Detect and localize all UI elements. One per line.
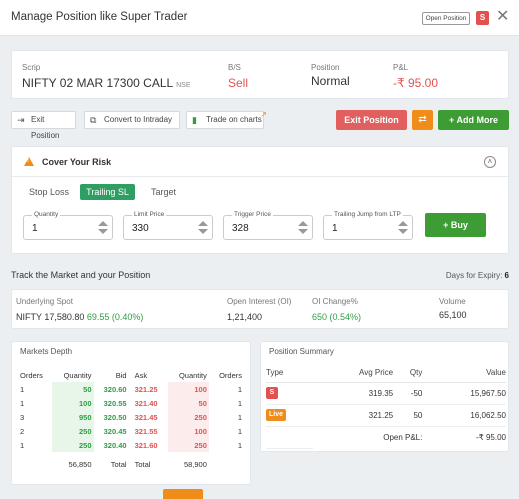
stepper-icon[interactable] xyxy=(198,221,208,235)
convert-icon: ⧉ xyxy=(90,115,97,125)
depth-table: Orders Quantity Bid Ask Quantity Orders … xyxy=(18,368,246,472)
chart-icon: ▮ xyxy=(192,115,197,125)
divider xyxy=(12,176,508,177)
oi-change-value: 650 (0.54%) xyxy=(312,312,362,322)
trigger-price-field[interactable]: Trigger Price 328 xyxy=(223,211,313,240)
scrip-value: NIFTY 02 MAR 17300 CALL NSE xyxy=(22,76,191,90)
position-summary-panel: Position Summary Type Avg Price Qty Valu… xyxy=(260,341,509,452)
open-position-button[interactable]: Open Position xyxy=(422,12,470,25)
exit-position-link-button[interactable]: ⇥ Exit Position xyxy=(11,111,76,140)
summary-row: Live 321.25 50 16,062.50 xyxy=(266,404,506,427)
cover-risk-panel: ! Cover Your Risk ˄ Stop Loss Trailing S… xyxy=(11,146,509,254)
exchange-label: NSE xyxy=(176,82,191,89)
sell-badge: S xyxy=(476,11,489,25)
tab-trailing-sl[interactable]: Trailing SL xyxy=(80,184,135,200)
track-market-title: Track the Market and your Position xyxy=(11,270,151,280)
stepper-icon[interactable] xyxy=(98,221,108,235)
open-interest-label: Open Interest (OI) xyxy=(227,297,292,306)
days-for-expiry: Days for Expiry: 6 xyxy=(445,271,509,280)
summary-table: Type Avg Price Qty Value S 319.35 -50 15… xyxy=(266,364,506,449)
open-interest-value: 1,21,400 xyxy=(227,312,263,322)
pnl-label: P&L xyxy=(393,63,409,72)
markets-depth-panel: Markets Depth Orders Quantity Bid Ask Qu… xyxy=(11,341,251,485)
position-summary-title: Position Summary xyxy=(269,347,334,356)
stepper-icon[interactable] xyxy=(298,221,308,235)
depth-total-row: 56,850 Total Total 58,900 xyxy=(68,460,207,469)
depth-row: 1 50 320.60 321.25 100 1 xyxy=(18,382,246,396)
summary-row: S 319.35 -50 15,967.50 xyxy=(266,382,506,405)
cover-risk-title: Cover Your Risk xyxy=(42,157,112,167)
warning-icon: ! xyxy=(24,157,34,166)
new-arrow-icon: ↗ xyxy=(260,110,267,119)
quantity-field[interactable]: Quantity 1 xyxy=(23,211,113,240)
depth-row: 2 250 320.45 321.55 100 1 xyxy=(18,424,246,438)
swap-icon[interactable]: ⇄ xyxy=(412,110,433,130)
title-bar: Manage Position like Super Trader Open P… xyxy=(0,0,519,36)
exit-position-button[interactable]: Exit Position xyxy=(336,110,407,130)
stepper-icon[interactable] xyxy=(398,221,408,235)
depth-row: 1 250 320.40 321.60 250 1 xyxy=(18,438,246,452)
depth-row: 3 950 320.50 321.45 250 1 xyxy=(18,410,246,424)
depth-row: 1 100 320.55 321.40 50 1 xyxy=(18,396,246,410)
open-pnl-row: Open P&L: -₹ 95.00 xyxy=(266,426,506,449)
depth-header-row: Orders Quantity Bid Ask Quantity Orders xyxy=(20,370,242,380)
tab-stop-loss[interactable]: Stop Loss xyxy=(29,187,70,197)
position-type-value: Normal xyxy=(311,74,350,88)
scroll-tab[interactable] xyxy=(163,489,203,499)
exit-icon: ⇥ xyxy=(17,115,25,125)
trade-on-charts-button[interactable]: ▮ Trade on charts ↗ xyxy=(186,110,267,129)
limit-price-field[interactable]: Limit Price 330 xyxy=(123,211,213,240)
markets-depth-title: Markets Depth xyxy=(20,347,73,356)
market-info-card: Underlying Spot NIFTY 17,580.80 69.55 (0… xyxy=(11,289,509,329)
underlying-spot-value: NIFTY 17,580.80 69.55 (0.40%) xyxy=(16,312,144,322)
close-icon[interactable]: ✕ xyxy=(496,8,510,25)
buy-button[interactable]: + Buy xyxy=(425,213,486,237)
volume-label: Volume xyxy=(439,297,466,306)
chevron-up-icon[interactable]: ˄ xyxy=(484,156,496,168)
scrip-label: Scrip xyxy=(22,63,41,72)
live-type-badge: Live xyxy=(266,409,287,421)
summary-header-row: Type Avg Price Qty Value xyxy=(266,364,506,383)
tab-target[interactable]: Target xyxy=(151,187,177,197)
oi-change-label: OI Change% xyxy=(312,297,358,306)
underlying-spot-label: Underlying Spot xyxy=(16,297,73,306)
bs-value: Sell xyxy=(228,76,249,90)
add-more-button[interactable]: + Add More xyxy=(438,110,509,130)
position-info-card: Scrip NIFTY 02 MAR 17300 CALL NSE B/S Se… xyxy=(11,50,509,99)
bs-label: B/S xyxy=(228,63,241,72)
trailing-jump-field[interactable]: Trailing Jump from LTP 1 xyxy=(323,211,413,240)
pnl-value: -₹ 95.00 xyxy=(393,76,438,90)
position-type-label: Position xyxy=(311,63,340,72)
volume-value: 65,100 xyxy=(439,310,467,320)
sell-type-badge: S xyxy=(266,387,278,399)
dialog-title: Manage Position like Super Trader xyxy=(11,11,188,23)
convert-to-intraday-button[interactable]: ⧉ Convert to Intraday xyxy=(84,111,180,129)
